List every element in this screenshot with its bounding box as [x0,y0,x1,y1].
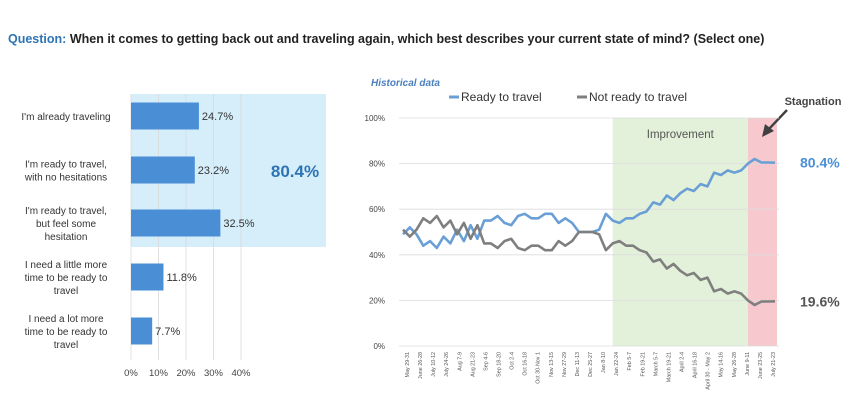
category-label: I'm already traveling [21,112,110,123]
question-text: When it comes to getting back out and tr… [69,32,765,46]
bar-value-label: 23.2% [198,165,229,177]
x-tick-label: April 30 - May 2 [706,352,712,390]
x-tick-label: Aug 21-23 [470,352,476,377]
question-label: Question: [8,32,67,46]
bar [131,156,195,184]
bar-value-label: 11.8% [166,272,197,284]
x-tick-label: 30% [204,368,224,379]
category-label: travel [54,340,78,351]
bar-value-label: 32.5% [223,218,254,230]
ready-end-label: 80.4% [800,155,840,171]
x-tick-label: Feb 5-7 [627,352,633,371]
x-tick-label: May 29-31 [405,352,411,377]
y-tick-label: 80% [369,160,385,169]
category-label: I need a lot more [28,314,103,325]
x-tick-label: Oct 16-18 [523,352,529,376]
chart-title: Historical data [371,78,440,89]
stagnation-region [747,118,777,346]
x-tick-label: 20% [176,368,196,379]
y-tick-label: 60% [369,205,385,214]
improvement-label: Improvement [647,129,715,141]
bar [131,263,164,291]
x-tick-label: 0% [124,368,138,379]
x-tick-label: June 23-25 [758,352,764,379]
stagnation-label: Stagnation [785,96,842,108]
stagnation-arrow [767,109,788,131]
bar [131,317,153,345]
legend-label: Not ready to travel [589,90,687,104]
category-label: I'm ready to travel, [25,160,107,171]
x-tick-label: Nov 27-29 [562,352,568,377]
x-tick-label: May 26-28 [732,352,738,377]
legend-label: Ready to travel [461,90,542,104]
x-tick-label: June 9-11 [745,352,751,376]
category-label: I need a little more [25,260,108,271]
x-tick-label: Aug 7-9 [457,352,463,371]
x-tick-label: Dec 25-27 [588,352,594,377]
x-tick-label: May 14-16 [719,352,725,377]
x-tick-label: July 24-26 [444,352,450,377]
category-label: hesitation [45,232,88,243]
x-tick-label: 40% [231,368,251,379]
category-label: travel [54,286,78,297]
x-tick-label: March 19-21 [666,352,672,382]
y-tick-label: 40% [369,251,385,260]
x-tick-label: Jan 8-10 [601,352,607,373]
bar [131,209,221,237]
x-tick-label: Sep 4-6 [483,352,489,371]
not-ready-to-travel-line [402,214,776,307]
x-tick-label: March 5-7 [653,352,659,376]
left-bar-chart: 80.4% 0% 10% 20% 30% 40% 24.7% I'm already trav… [21,94,326,379]
category-label: time to be ready to [25,327,108,338]
not-ready-end-label: 19.6% [800,293,840,309]
improvement-region [612,118,750,346]
x-tick-label: Sep 18-20 [497,352,503,377]
x-tick-label: Dec 11-13 [575,352,581,376]
x-tick-label: Nov 13-15 [549,352,555,377]
x-tick-label: 10% [149,368,169,379]
question: Question: When it comes to getting back … [8,32,848,46]
y-tick-label: 100% [365,114,385,123]
bar-value-label: 7.7% [155,326,180,338]
category-label: but feel some [36,219,96,230]
category-label: with no hesitations [24,173,107,184]
x-tick-label: Oct 2-4 [510,352,516,370]
highlight-total-label: 80.4% [271,162,319,181]
x-tick-label: July 10-12 [431,352,437,377]
x-tick-label: June 26-28 [418,352,424,379]
bar [131,102,199,130]
category-label: time to be ready to [25,273,108,284]
x-tick-label: July 21-23 [771,352,777,377]
y-tick-label: 0% [373,342,385,351]
bar-value-label: 24.7% [202,111,233,123]
x-tick-label: April 16-18 [693,352,699,378]
x-tick-label: Jan 22-24 [614,352,620,376]
stagnation-arrow-head [762,124,774,137]
category-label: I'm ready to travel, [25,206,107,217]
x-tick-label: Oct 30-Nov 1 [536,352,542,384]
y-tick-label: 20% [369,296,385,305]
x-tick-label: April 2-4 [680,352,686,372]
x-tick-label: Feb 19-21 [640,352,646,377]
